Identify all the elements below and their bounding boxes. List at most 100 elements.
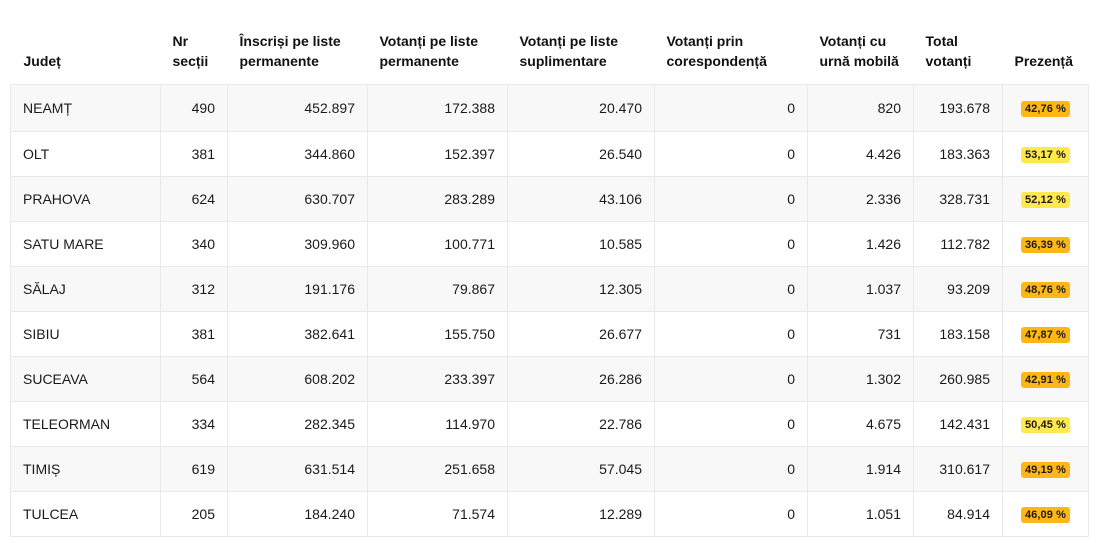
cell-votanti-permanente: 233.397 <box>367 356 508 402</box>
column-header-votanti-suplimentare[interactable]: Votanți pe liste suplimentare <box>519 33 619 69</box>
cell-votanti-urna-mobila: 731 <box>807 311 914 357</box>
cell-votanti-urna-mobila: 4.426 <box>807 131 914 177</box>
cell-inscrisi: 631.514 <box>227 446 368 492</box>
table-row: SATU MARE 340 309.960 100.771 10.585 0 1… <box>10 221 1089 267</box>
cell-votanti-corespondenta: 0 <box>654 176 808 222</box>
cell-judet: SĂLAJ <box>10 266 161 312</box>
turnout-badge: 52,12 % <box>1020 192 1071 208</box>
cell-prezenta: 49,19 % <box>1002 446 1089 492</box>
cell-nr-sectii: 340 <box>160 221 228 267</box>
cell-inscrisi: 344.860 <box>227 131 368 177</box>
cell-nr-sectii: 205 <box>160 491 228 537</box>
cell-total-votanti: 328.731 <box>913 176 1003 222</box>
cell-judet: TULCEA <box>10 491 161 537</box>
cell-nr-sectii: 624 <box>160 176 228 222</box>
cell-total-votanti: 183.363 <box>913 131 1003 177</box>
cell-votanti-corespondenta: 0 <box>654 401 808 447</box>
cell-votanti-corespondenta: 0 <box>654 221 808 267</box>
cell-inscrisi: 630.707 <box>227 176 368 222</box>
column-header-total-votanti[interactable]: Total votanți <box>925 33 972 69</box>
turnout-badge: 50,45 % <box>1020 417 1071 433</box>
cell-judet: SIBIU <box>10 311 161 357</box>
cell-votanti-permanente: 155.750 <box>367 311 508 357</box>
cell-votanti-permanente: 251.658 <box>367 446 508 492</box>
cell-votanti-suplimentare: 26.286 <box>507 356 655 402</box>
cell-votanti-corespondenta: 0 <box>654 131 808 177</box>
turnout-badge: 48,76 % <box>1020 282 1071 298</box>
cell-total-votanti: 183.158 <box>913 311 1003 357</box>
cell-votanti-permanente: 283.289 <box>367 176 508 222</box>
cell-nr-sectii: 334 <box>160 401 228 447</box>
cell-votanti-suplimentare: 26.677 <box>507 311 655 357</box>
cell-prezenta: 52,12 % <box>1002 176 1089 222</box>
cell-prezenta: 50,45 % <box>1002 401 1089 447</box>
cell-votanti-permanente: 100.771 <box>367 221 508 267</box>
cell-inscrisi: 309.960 <box>227 221 368 267</box>
table-row: TELEORMAN 334 282.345 114.970 22.786 0 4… <box>10 401 1089 447</box>
cell-votanti-urna-mobila: 1.037 <box>807 266 914 312</box>
column-header-votanti-corespondenta[interactable]: Votanți prin corespondență <box>666 33 767 69</box>
column-header-prezenta[interactable]: Prezență <box>1014 53 1073 69</box>
cell-votanti-permanente: 114.970 <box>367 401 508 447</box>
turnout-table: Județ Nr secții Înscriși pe liste perman… <box>10 0 1089 537</box>
turnout-badge: 49,19 % <box>1020 462 1071 478</box>
cell-inscrisi: 191.176 <box>227 266 368 312</box>
cell-total-votanti: 260.985 <box>913 356 1003 402</box>
cell-total-votanti: 84.914 <box>913 491 1003 537</box>
cell-judet: PRAHOVA <box>10 176 161 222</box>
column-header-nr-sectii[interactable]: Nr secții <box>172 33 209 69</box>
cell-prezenta: 42,76 % <box>1002 84 1089 132</box>
cell-prezenta: 53,17 % <box>1002 131 1089 177</box>
cell-total-votanti: 93.209 <box>913 266 1003 312</box>
cell-judet: OLT <box>10 131 161 177</box>
cell-total-votanti: 112.782 <box>913 221 1003 267</box>
cell-judet: TELEORMAN <box>10 401 161 447</box>
cell-votanti-suplimentare: 10.585 <box>507 221 655 267</box>
cell-nr-sectii: 381 <box>160 311 228 357</box>
cell-nr-sectii: 490 <box>160 84 228 132</box>
cell-votanti-corespondenta: 0 <box>654 356 808 402</box>
cell-votanti-corespondenta: 0 <box>654 446 808 492</box>
table-row: PRAHOVA 624 630.707 283.289 43.106 0 2.3… <box>10 176 1089 222</box>
table-row: OLT 381 344.860 152.397 26.540 0 4.426 1… <box>10 131 1089 177</box>
cell-nr-sectii: 312 <box>160 266 228 312</box>
cell-judet: NEAMȚ <box>10 84 161 132</box>
cell-prezenta: 47,87 % <box>1002 311 1089 357</box>
table-body: NEAMȚ 490 452.897 172.388 20.470 0 820 1… <box>10 84 1089 537</box>
cell-votanti-corespondenta: 0 <box>654 311 808 357</box>
column-header-votanti-permanente[interactable]: Votanți pe liste permanente <box>379 33 479 69</box>
turnout-badge: 36,39 % <box>1020 237 1071 253</box>
table-row: SĂLAJ 312 191.176 79.867 12.305 0 1.037 … <box>10 266 1089 312</box>
cell-inscrisi: 282.345 <box>227 401 368 447</box>
header-row: Județ Nr secții Înscriși pe liste perman… <box>11 0 1089 85</box>
turnout-badge: 47,87 % <box>1020 327 1071 343</box>
cell-inscrisi: 382.641 <box>227 311 368 357</box>
cell-nr-sectii: 564 <box>160 356 228 402</box>
cell-votanti-urna-mobila: 4.675 <box>807 401 914 447</box>
table-row: SUCEAVA 564 608.202 233.397 26.286 0 1.3… <box>10 356 1089 402</box>
cell-judet: SUCEAVA <box>10 356 161 402</box>
cell-votanti-suplimentare: 22.786 <box>507 401 655 447</box>
cell-votanti-permanente: 152.397 <box>367 131 508 177</box>
cell-votanti-urna-mobila: 1.051 <box>807 491 914 537</box>
cell-votanti-corespondenta: 0 <box>654 266 808 312</box>
cell-votanti-suplimentare: 12.305 <box>507 266 655 312</box>
cell-prezenta: 46,09 % <box>1002 491 1089 537</box>
table-row: TULCEA 205 184.240 71.574 12.289 0 1.051… <box>10 491 1089 537</box>
cell-votanti-urna-mobila: 820 <box>807 84 914 132</box>
column-header-votanti-urna-mobila[interactable]: Votanți cu urnă mobilă <box>819 33 899 69</box>
cell-votanti-urna-mobila: 2.336 <box>807 176 914 222</box>
table-row: NEAMȚ 490 452.897 172.388 20.470 0 820 1… <box>10 84 1089 132</box>
cell-votanti-suplimentare: 26.540 <box>507 131 655 177</box>
column-header-judet[interactable]: Județ <box>23 53 61 69</box>
cell-votanti-urna-mobila: 1.426 <box>807 221 914 267</box>
column-header-inscrisi[interactable]: Înscriși pe liste permanente <box>239 33 341 69</box>
cell-inscrisi: 452.897 <box>227 84 368 132</box>
cell-votanti-permanente: 71.574 <box>367 491 508 537</box>
turnout-badge: 42,91 % <box>1020 372 1071 388</box>
cell-prezenta: 42,91 % <box>1002 356 1089 402</box>
cell-nr-sectii: 619 <box>160 446 228 492</box>
cell-votanti-urna-mobila: 1.302 <box>807 356 914 402</box>
cell-votanti-corespondenta: 0 <box>654 84 808 132</box>
table-row: TIMIȘ 619 631.514 251.658 57.045 0 1.914… <box>10 446 1089 492</box>
